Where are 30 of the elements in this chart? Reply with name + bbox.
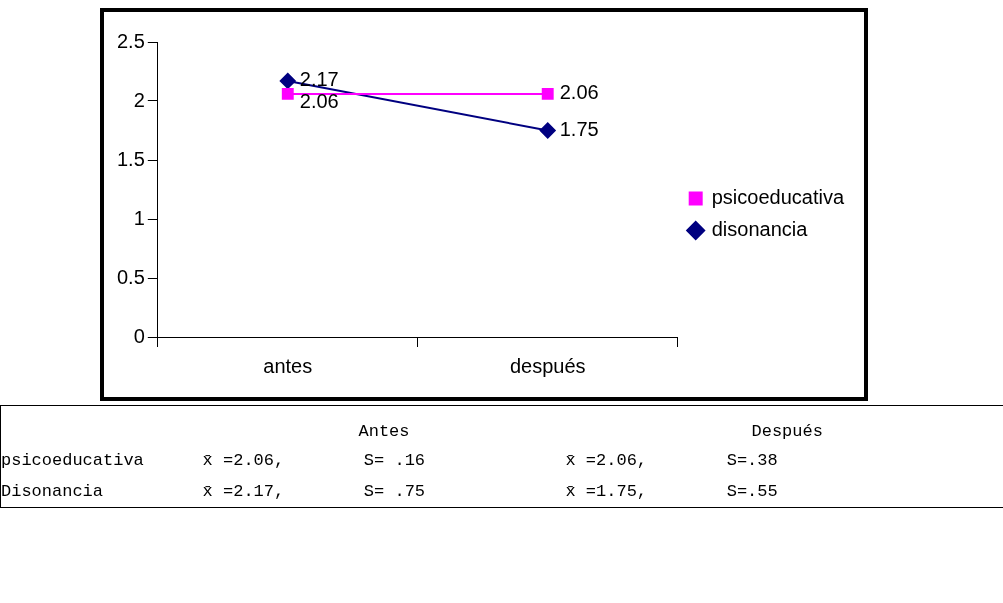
x-tick-label: después <box>509 354 586 377</box>
text: S=.55 <box>726 481 779 503</box>
text: Disonancia <box>0 481 105 503</box>
text: Después <box>750 421 824 443</box>
text: S=.38 <box>726 450 779 472</box>
y-tick-label: 1 <box>133 206 145 229</box>
text: Antes <box>357 421 411 443</box>
y-tick-label: 1.5 <box>116 147 145 170</box>
text: x̄ =2.06, <box>565 450 649 472</box>
legend-label: psicoeducativa <box>711 186 845 209</box>
y-tick-label: 0.5 <box>116 265 145 288</box>
data-label: 2.06 <box>559 81 599 104</box>
text: x̄ =1.75, <box>565 481 649 503</box>
y-tick-label: 2 <box>133 88 145 111</box>
point <box>279 72 296 89</box>
text: psicoeducativa <box>0 450 145 472</box>
legend-label: disonancia <box>711 218 809 241</box>
point <box>539 122 556 139</box>
text: S= .75 <box>363 481 427 503</box>
point <box>281 87 294 100</box>
y-tick-label: 0 <box>133 324 145 347</box>
data-label: 2.06 <box>299 90 339 113</box>
text: x̄ =2.06, <box>202 450 286 472</box>
point <box>541 87 554 100</box>
data-label: 1.75 <box>559 118 599 141</box>
data-label: 2.17 <box>299 68 339 91</box>
y-tick-label: 2.5 <box>116 29 145 52</box>
text: S= .16 <box>363 450 427 472</box>
text: x̄ =2.17, <box>202 481 286 503</box>
x-tick-label: antes <box>263 354 313 377</box>
